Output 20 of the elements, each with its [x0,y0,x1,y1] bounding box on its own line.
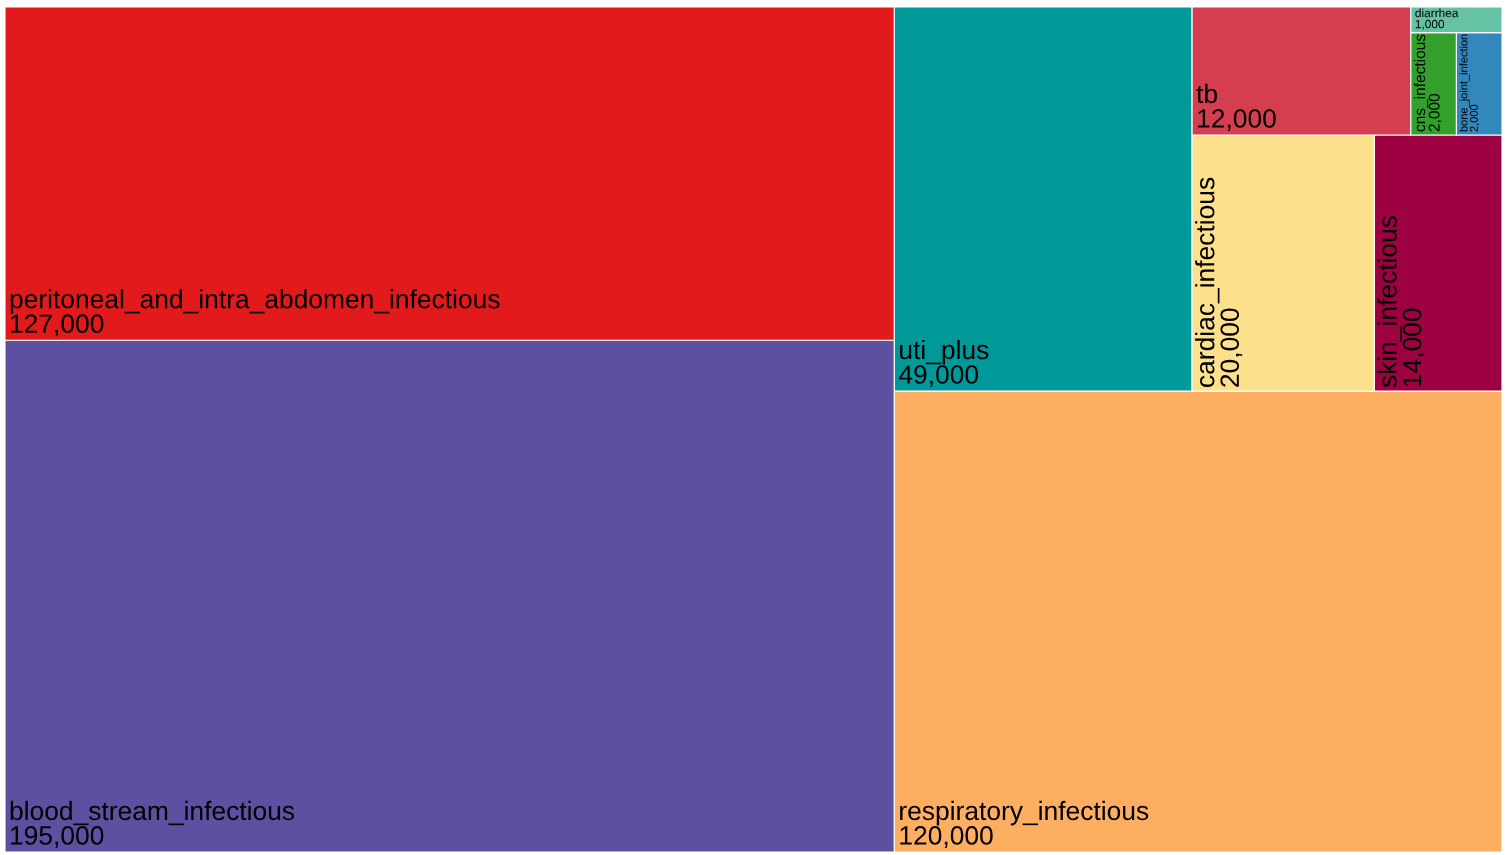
data-label: 195,000 [11,826,104,848]
category-label: cardiac_infectious [1195,177,1220,387]
data-label: 2,000 [1428,93,1442,132]
category-label: blood_stream_infectious [10,800,295,826]
category-label: cns_infectious [1413,34,1429,132]
category-label: tb [1196,83,1218,104]
data-label: 49,000 [898,365,979,387]
category-label: skin_infectious [1377,215,1402,388]
data-label: 1,000 [1415,19,1445,30]
category-label: respiratory_infectious [900,800,1149,826]
data-label: 120,000 [900,826,993,848]
data-label: 20,000 [1220,308,1243,387]
data-label: 127,000 [11,314,104,337]
category-label: peritoneal_and_intra_abdomen_infectious [10,289,500,314]
data-label: 12,000 [1198,109,1276,131]
category-label: uti_plus [900,339,989,365]
category-label: bone_joint_infection [1459,34,1470,132]
category-label: diarrhea [1415,8,1459,18]
data-label: 14,000 [1402,308,1425,387]
data-label: 2,000 [1470,104,1480,132]
